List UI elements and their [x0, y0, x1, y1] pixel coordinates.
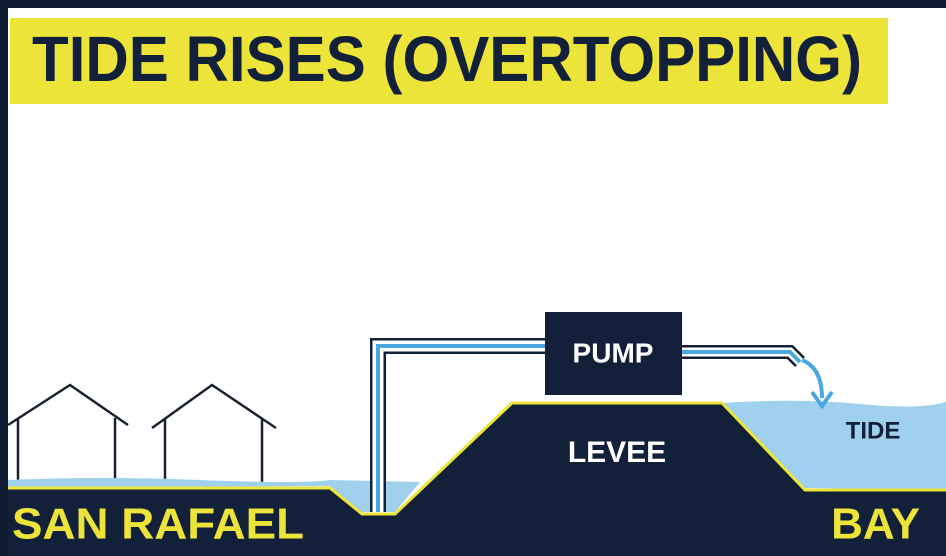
tide-water [722, 400, 946, 490]
ground-levee [8, 403, 946, 556]
levee-label: LEVEE [568, 436, 666, 469]
pipe [370, 338, 834, 512]
house [151, 383, 277, 486]
title-box [10, 18, 888, 104]
pump-box [545, 312, 682, 395]
right-shore-label: BAY [831, 500, 920, 549]
house [7, 383, 129, 486]
tide-label: TIDE [846, 417, 901, 444]
pump-label: PUMP [573, 337, 654, 368]
ground-outline [8, 401, 946, 516]
houses [7, 383, 277, 486]
title: TIDE RISES (OVERTOPPING) [32, 23, 862, 95]
left-shore-label: SAN RAFAEL [12, 500, 304, 549]
